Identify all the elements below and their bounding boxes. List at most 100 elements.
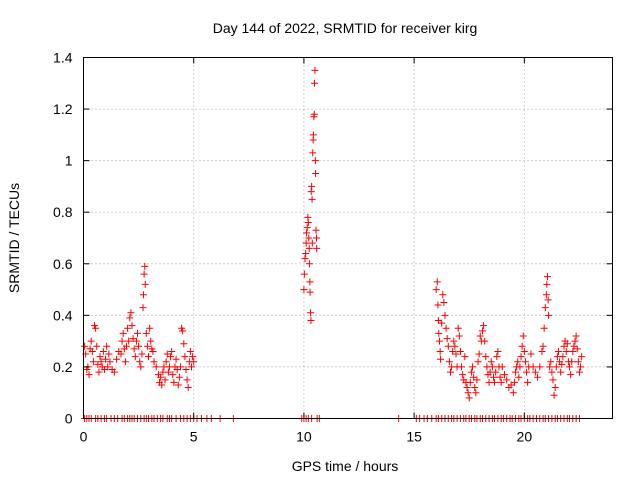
data-point [168, 347, 176, 355]
data-point [307, 317, 315, 325]
data-point [572, 332, 580, 340]
data-point [188, 363, 196, 371]
data-point [474, 358, 482, 366]
data-point [301, 255, 309, 263]
data-point [540, 324, 548, 332]
data-point [167, 353, 175, 361]
data-point [183, 376, 191, 384]
data-point [146, 324, 154, 332]
data-point [452, 350, 460, 358]
data-point [88, 347, 96, 355]
grid [83, 57, 613, 419]
data-point [310, 110, 318, 118]
data-point [544, 296, 552, 304]
data-point [496, 373, 504, 381]
data-point [97, 358, 105, 366]
data-point [176, 363, 184, 371]
data-point [142, 329, 150, 337]
data-point [304, 219, 312, 227]
data-point [488, 363, 496, 371]
data-point [529, 363, 537, 371]
data-point [125, 337, 133, 345]
data-point [141, 262, 149, 270]
data-point [458, 363, 466, 371]
data-point [95, 368, 103, 376]
data-point [305, 234, 313, 242]
data-point [465, 394, 473, 402]
data-point [559, 353, 567, 361]
data-point [498, 363, 506, 371]
data-point [141, 280, 149, 288]
data-point [164, 368, 172, 376]
data-point [161, 376, 169, 384]
data-point [549, 376, 557, 384]
plot-frame [83, 57, 613, 419]
data-point [550, 391, 558, 399]
data-point [93, 342, 101, 350]
data-point [180, 340, 188, 348]
data-point [571, 337, 579, 345]
data-point [566, 363, 574, 371]
data-point [140, 270, 148, 278]
data-point [456, 347, 464, 355]
data-point [444, 342, 452, 350]
data-point [139, 291, 147, 299]
data-point [306, 278, 314, 286]
data-point [557, 368, 565, 376]
data-point [480, 322, 488, 330]
data-point [539, 342, 547, 350]
data-point [300, 286, 308, 294]
data-point [521, 358, 529, 366]
data-point [434, 301, 442, 309]
data-point [451, 342, 459, 350]
data-point [454, 324, 462, 332]
data-point [466, 378, 474, 386]
data-point [175, 373, 183, 381]
data-point [174, 381, 182, 389]
data-point [472, 389, 480, 397]
data-point [137, 363, 145, 371]
data-point [554, 347, 562, 355]
data-point [514, 358, 522, 366]
data-point [433, 278, 441, 286]
data-point [536, 363, 544, 371]
data-point [512, 368, 520, 376]
data-point [135, 342, 143, 350]
data-point [113, 355, 121, 363]
data-point [126, 314, 134, 322]
data-point [312, 170, 320, 178]
data-point [85, 371, 93, 379]
data-point [455, 332, 463, 340]
data-point [439, 291, 447, 299]
data-point [482, 353, 490, 361]
data-point [487, 358, 495, 366]
data-point [436, 347, 444, 355]
data-point [568, 358, 576, 366]
data-point [302, 249, 310, 257]
data-point [442, 324, 450, 332]
data-point [527, 350, 535, 358]
data-point [515, 373, 523, 381]
data-point [478, 327, 486, 335]
data-point [308, 195, 316, 203]
data-point [303, 229, 311, 237]
y-tick-label: 0.6 [53, 256, 73, 272]
data-point [184, 384, 192, 392]
data-point [143, 342, 151, 350]
data-point [450, 337, 458, 345]
data-point [306, 288, 314, 296]
data-point [441, 311, 449, 319]
data-point [546, 363, 554, 371]
data-point [103, 342, 111, 350]
data-point [305, 260, 313, 268]
data-point [121, 358, 129, 366]
data-point [117, 350, 125, 358]
data-point [158, 381, 166, 389]
data-point [136, 358, 144, 366]
data-point [459, 371, 467, 379]
x-tick-label: 5 [190, 429, 198, 445]
data-point [531, 368, 539, 376]
data-point [119, 329, 127, 337]
data-point [309, 131, 317, 139]
data-point [96, 353, 104, 361]
